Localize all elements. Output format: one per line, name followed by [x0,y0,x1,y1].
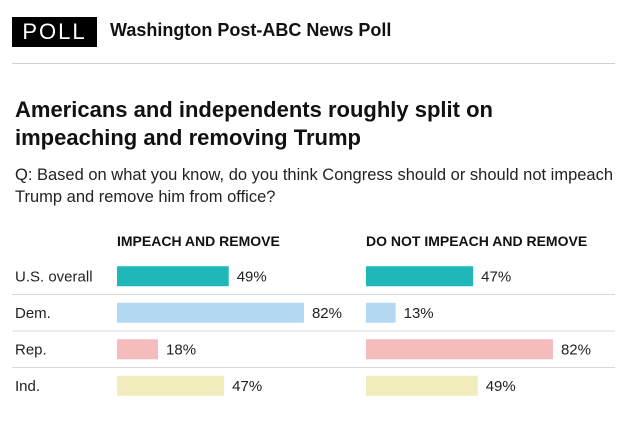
bar-chart: IMPEACH AND REMOVE DO NOT IMPEACH AND REM… [12,233,615,396]
value-label-impeach-2: 18% [166,341,196,358]
row-label-ind: Ind. [15,378,40,395]
value-label-do-not-impeach-2: 82% [561,341,591,358]
row-label-dem: Dem. [15,305,51,322]
source-title: Washington Post-ABC News Poll [110,20,392,40]
bar-do-not-impeach-1 [366,302,396,323]
divider [12,63,615,64]
column-header-do-not-impeach: DO NOT IMPEACH AND REMOVE [366,233,587,249]
headline: Americans and independents roughly split… [15,97,493,150]
value-label-do-not-impeach-3: 49% [486,378,516,395]
bar-impeach-3 [117,375,225,396]
bar-do-not-impeach-3 [366,375,478,396]
value-label-impeach-0: 49% [237,268,267,285]
row-label-rep: Rep. [15,341,47,358]
column-header-impeach: IMPEACH AND REMOVE [117,233,280,249]
row-label-u-s-overall: U.S. overall [15,268,93,285]
poll-badge: POLL [12,17,97,47]
value-label-impeach-3: 47% [232,378,262,395]
bar-impeach-1 [117,302,304,323]
question-text: Q: Based on what you know, do you think … [15,166,614,206]
bar-do-not-impeach-2 [366,339,553,360]
bar-impeach-2 [117,339,159,360]
value-label-impeach-1: 82% [312,305,342,322]
bar-do-not-impeach-0 [366,266,474,287]
value-label-do-not-impeach-1: 13% [404,305,434,322]
bar-impeach-0 [117,266,229,287]
value-label-do-not-impeach-0: 47% [481,268,511,285]
